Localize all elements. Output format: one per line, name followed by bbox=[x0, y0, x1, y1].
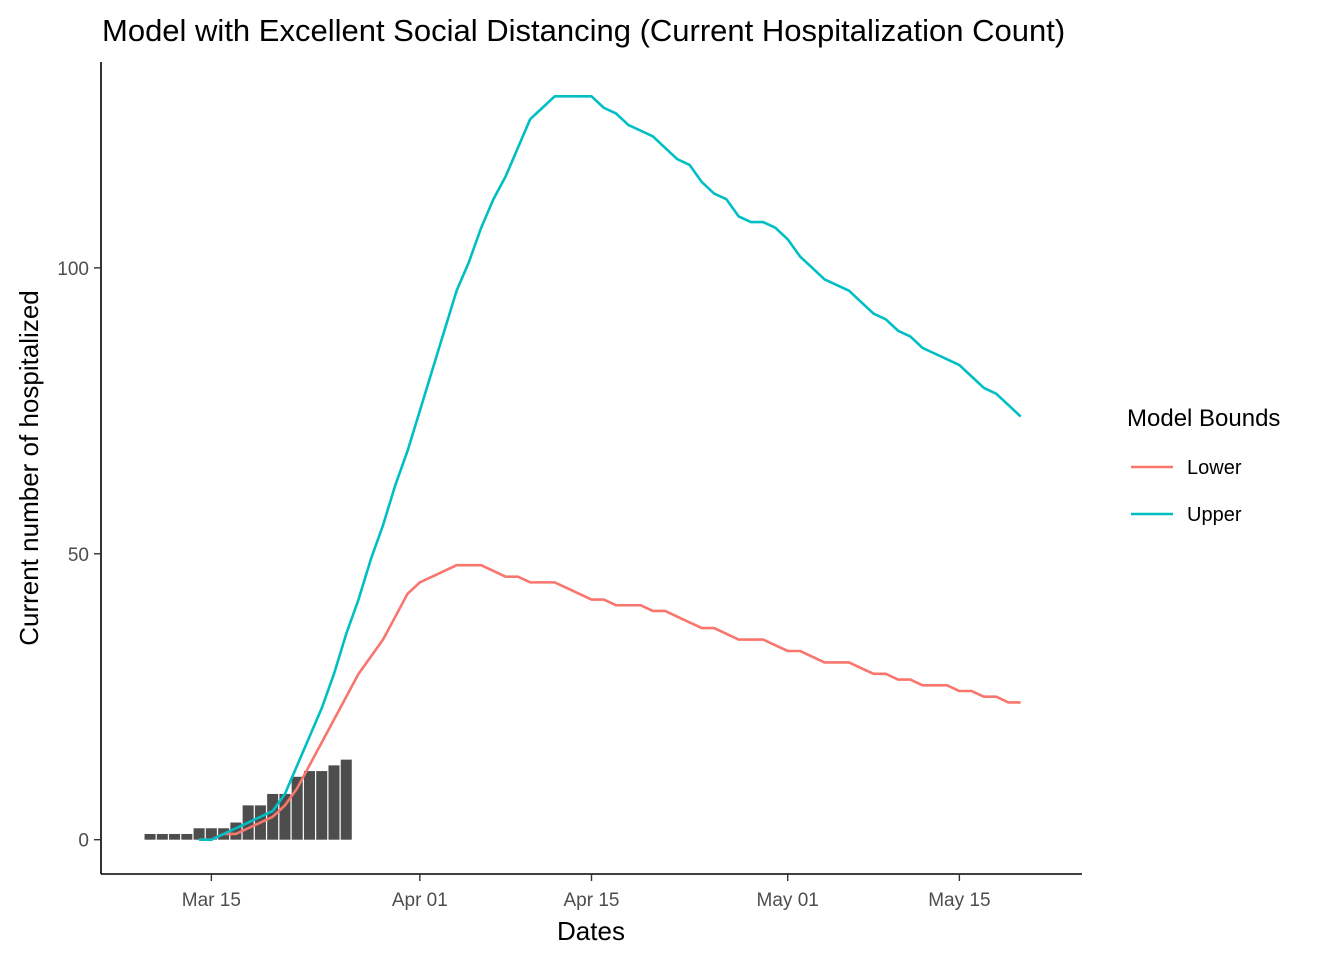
y-axis-title: Current number of hospitalized bbox=[14, 290, 44, 646]
observed-bar-3 bbox=[181, 833, 193, 840]
legend-item-upper: Upper bbox=[1131, 504, 1242, 526]
observed-bar-7 bbox=[230, 822, 242, 840]
legend: Model Bounds Lower Upper bbox=[1127, 405, 1280, 526]
legend-title: Model Bounds bbox=[1127, 405, 1280, 432]
observed-bar-4 bbox=[193, 828, 205, 840]
model-lines bbox=[199, 95, 1022, 841]
series-line-lower bbox=[199, 563, 1021, 841]
x-axis-ticks: Mar 15 Apr 01 Apr 15 May 01 May 15 bbox=[182, 874, 991, 911]
observed-bar-0 bbox=[144, 833, 156, 840]
observed-bar-15 bbox=[328, 765, 340, 840]
x-axis-title: Dates bbox=[557, 916, 625, 946]
legend-item-lower: Lower bbox=[1131, 457, 1242, 479]
y-tick-label-2: 100 bbox=[57, 259, 89, 280]
observed-bar-12 bbox=[291, 776, 303, 840]
y-tick-label-1: 50 bbox=[68, 545, 89, 566]
observed-bar-2 bbox=[169, 833, 181, 840]
y-axis-ticks: 0 50 100 bbox=[57, 259, 101, 852]
observed-bar-14 bbox=[316, 771, 328, 840]
observed-bar-5 bbox=[205, 828, 217, 840]
y-tick-label-0: 0 bbox=[78, 831, 89, 852]
x-tick-label-4: May 15 bbox=[928, 890, 990, 911]
observed-bar-1 bbox=[156, 833, 168, 840]
observed-bar-16 bbox=[340, 759, 352, 840]
legend-label-upper: Upper bbox=[1187, 504, 1242, 526]
observed-bar-13 bbox=[303, 771, 315, 840]
x-tick-label-3: May 01 bbox=[757, 890, 819, 911]
series-line-upper bbox=[199, 95, 1022, 841]
observed-bar-11 bbox=[279, 793, 291, 840]
chart-title: Model with Excellent Social Distancing (… bbox=[102, 13, 1065, 48]
x-tick-label-1: Apr 01 bbox=[392, 890, 448, 911]
x-tick-label-0: Mar 15 bbox=[182, 890, 241, 911]
legend-label-lower: Lower bbox=[1187, 457, 1242, 479]
x-tick-label-2: Apr 15 bbox=[564, 890, 620, 911]
